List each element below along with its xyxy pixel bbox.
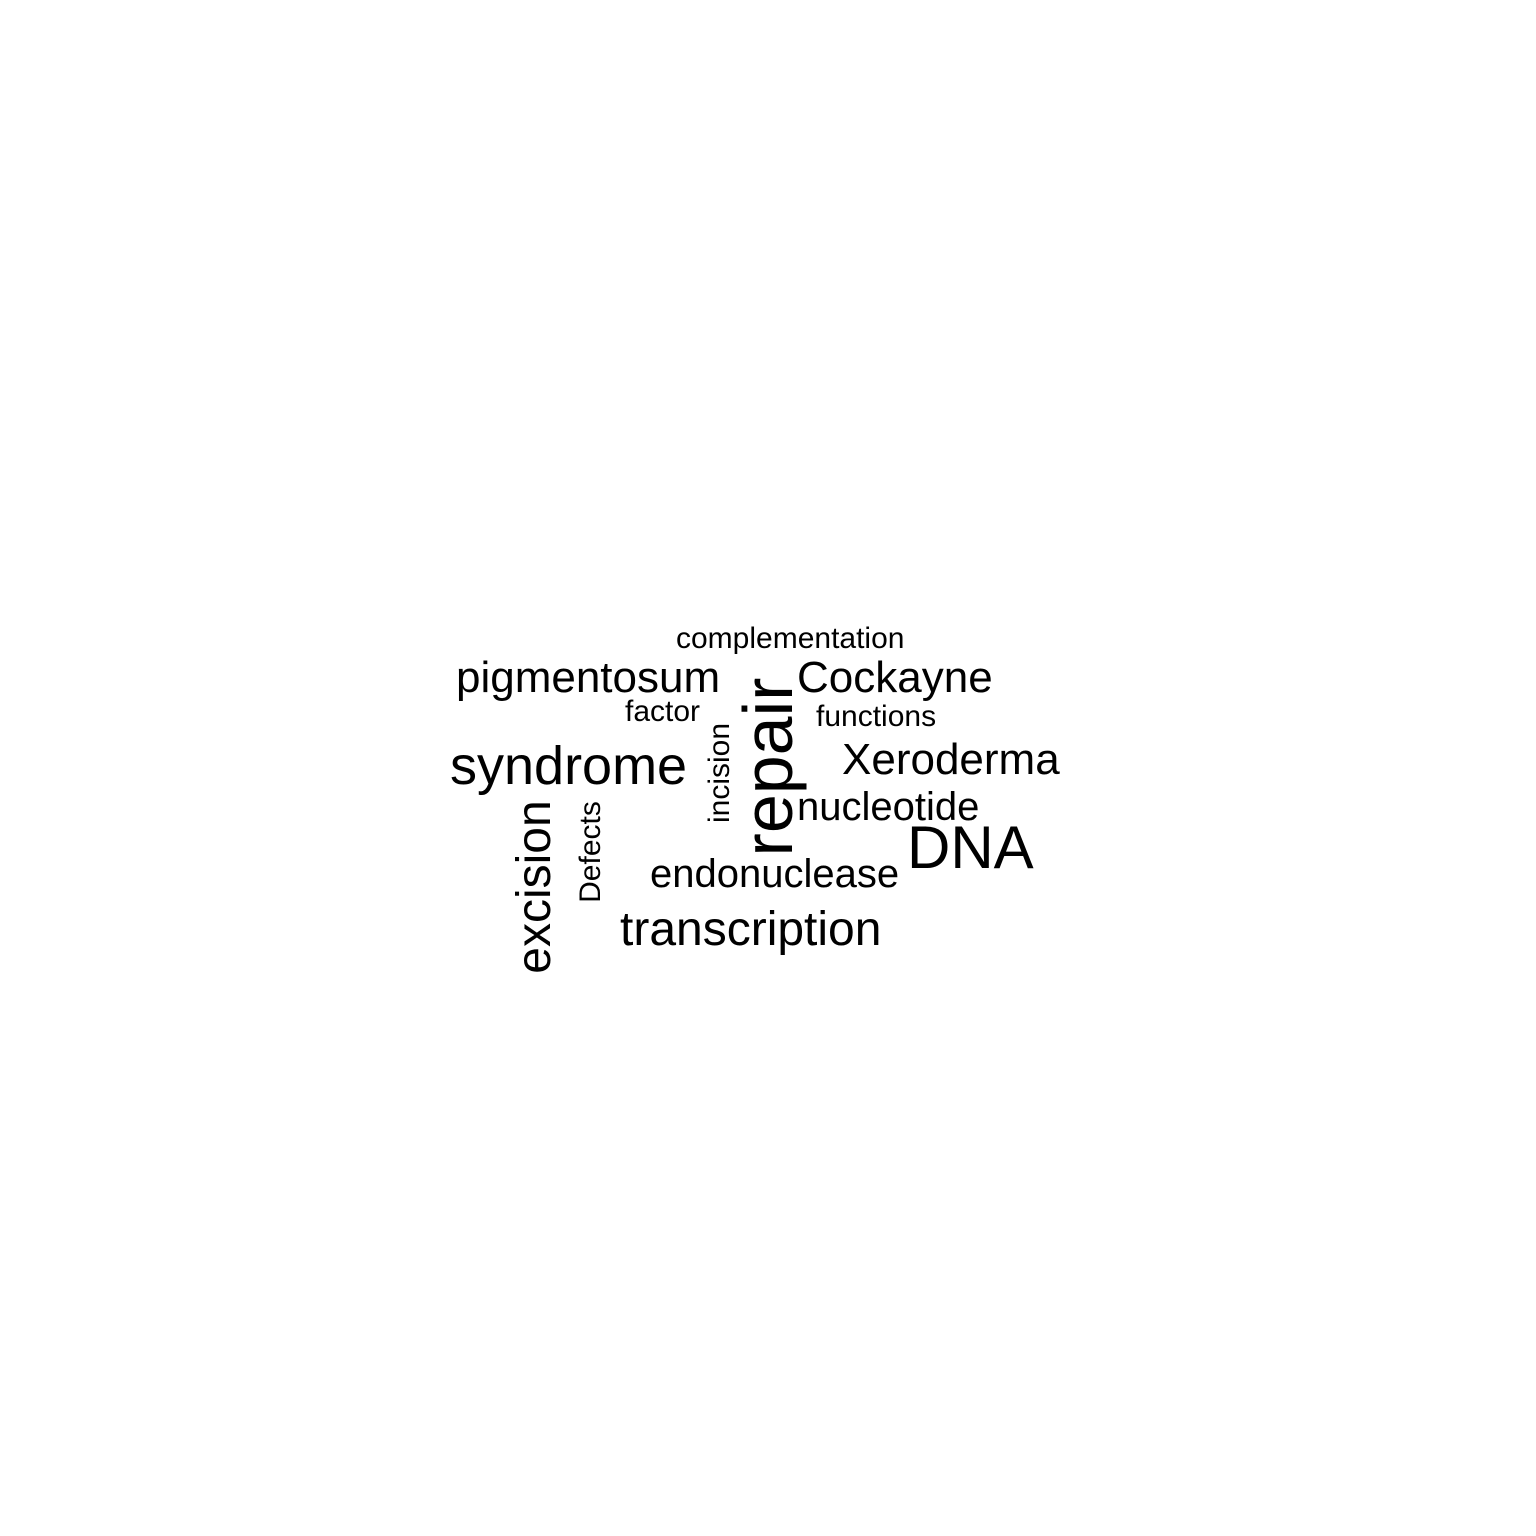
- word-syndrome: syndrome: [450, 736, 688, 796]
- word-dna: DNA: [907, 814, 1034, 881]
- word-cockayne: Cockayne: [797, 653, 993, 702]
- word-excision: excision: [508, 800, 561, 974]
- word-functions: functions: [816, 700, 937, 733]
- word-complementation: complementation: [676, 622, 905, 655]
- word-repair: repair: [729, 677, 807, 857]
- word-nucleotide: nucleotide: [797, 785, 980, 829]
- word-xeroderma: Xeroderma: [842, 735, 1060, 784]
- word-pigmentosum: pigmentosum: [456, 653, 721, 702]
- word-transcription: transcription: [620, 903, 882, 956]
- word-factor: factor: [625, 695, 701, 728]
- word-endonuclease: endonuclease: [650, 852, 900, 896]
- word-defects: Defects: [574, 801, 607, 903]
